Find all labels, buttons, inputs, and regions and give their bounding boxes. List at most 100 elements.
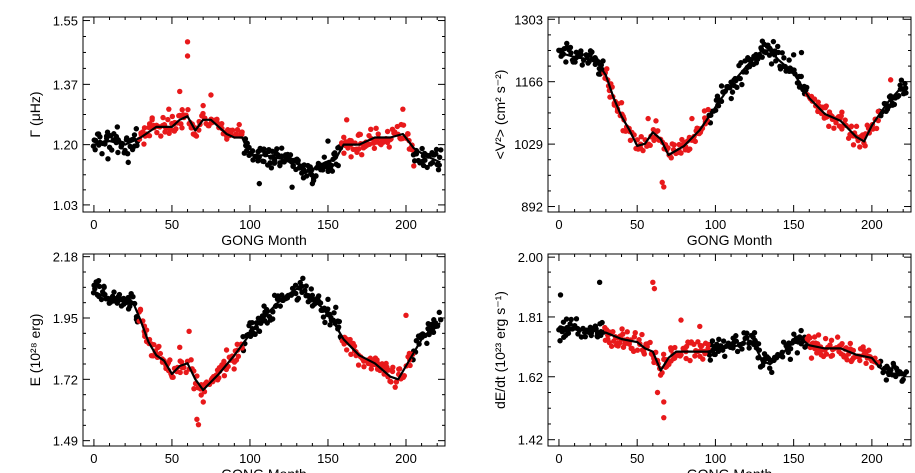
data-point <box>746 345 752 351</box>
data-point <box>233 131 239 137</box>
y-tick-label: 1.72 <box>53 372 78 387</box>
data-point <box>141 141 147 147</box>
data-point <box>356 146 362 152</box>
data-point <box>739 81 745 88</box>
data-point <box>815 332 822 338</box>
data-point <box>149 115 155 121</box>
data-point <box>401 373 408 379</box>
data-point <box>393 379 400 385</box>
data-point <box>438 147 444 153</box>
data-point <box>373 125 379 131</box>
data-point <box>341 150 347 156</box>
data-point <box>255 315 262 321</box>
data-point <box>170 374 176 380</box>
data-point <box>692 353 698 359</box>
data-point <box>729 89 736 95</box>
data-point <box>661 399 667 405</box>
data-point <box>231 366 237 372</box>
data-point <box>767 365 773 371</box>
data-point <box>411 163 417 169</box>
data-point <box>647 339 653 346</box>
data-point <box>887 77 894 83</box>
data-point <box>739 346 745 352</box>
data-point <box>790 52 797 58</box>
data-point <box>826 123 832 130</box>
x-tick-label: 50 <box>165 217 179 232</box>
data-point <box>289 184 295 190</box>
x-tick-label: 150 <box>317 451 339 466</box>
data-point <box>759 38 766 44</box>
data-point <box>191 386 197 392</box>
data-point <box>831 125 837 131</box>
data-point <box>839 109 845 115</box>
data-point <box>572 59 578 65</box>
data-point <box>610 329 616 335</box>
data-point <box>384 128 391 135</box>
data-point <box>325 296 331 303</box>
plot-frame <box>82 16 446 213</box>
data-point <box>678 352 684 358</box>
data-point <box>224 136 230 142</box>
data-point <box>146 133 153 139</box>
x-axis-title: GONG Month <box>221 232 307 248</box>
data-point <box>898 77 905 83</box>
y-tick-label: 1.42 <box>518 433 543 448</box>
x-tick-label: 100 <box>705 451 727 466</box>
data-point <box>811 96 818 102</box>
data-point <box>200 102 206 109</box>
data-point <box>705 106 711 113</box>
data-point <box>300 275 306 282</box>
y-tick-label: 1166 <box>515 75 543 90</box>
data-point <box>348 137 354 144</box>
data-point <box>234 341 240 348</box>
data-point <box>767 357 773 363</box>
data-point <box>567 321 573 327</box>
data-point <box>331 310 337 316</box>
data-point <box>265 148 272 155</box>
data-point <box>236 121 242 128</box>
data-point <box>808 355 815 361</box>
data-point <box>320 314 327 320</box>
data-point <box>177 88 183 95</box>
data-point <box>208 92 214 98</box>
x-tick-label: 100 <box>239 451 261 466</box>
data-point <box>433 151 439 157</box>
data-point <box>438 317 444 323</box>
x-tick-label: 50 <box>630 217 644 232</box>
y-tick-label: 2.00 <box>518 250 543 265</box>
data-point <box>160 114 166 121</box>
data-point <box>716 336 722 342</box>
data-point <box>563 59 569 65</box>
data-point <box>683 343 690 350</box>
data-point <box>639 331 645 338</box>
data-point <box>568 50 574 56</box>
data-point <box>303 173 310 179</box>
y-tick-label: 2.18 <box>53 250 78 265</box>
y-tick-label: 1.20 <box>53 138 78 153</box>
data-point <box>770 38 777 45</box>
data-point <box>578 48 584 54</box>
data-point <box>699 343 705 349</box>
y-tick-label: 892 <box>521 200 543 215</box>
trend-line <box>558 325 907 375</box>
data-point <box>274 146 280 152</box>
data-point <box>668 155 674 161</box>
data-point <box>728 95 734 102</box>
data-point <box>158 133 164 139</box>
y-axis-title: <V²> (cm² s⁻²) <box>492 70 508 160</box>
data-point <box>853 123 860 130</box>
data-point <box>589 49 595 55</box>
data-point <box>619 326 625 332</box>
data-point <box>744 330 750 336</box>
y-tick-label: 1.49 <box>53 434 78 449</box>
data-point <box>223 347 230 353</box>
data-point <box>327 322 333 328</box>
x-axis-title: GONG Month <box>687 466 773 473</box>
data-point <box>313 173 319 179</box>
data-point <box>165 116 171 123</box>
data-point <box>687 357 693 364</box>
data-point <box>114 124 121 130</box>
data-point <box>608 343 615 349</box>
data-point <box>92 146 98 153</box>
data-point <box>751 329 758 336</box>
